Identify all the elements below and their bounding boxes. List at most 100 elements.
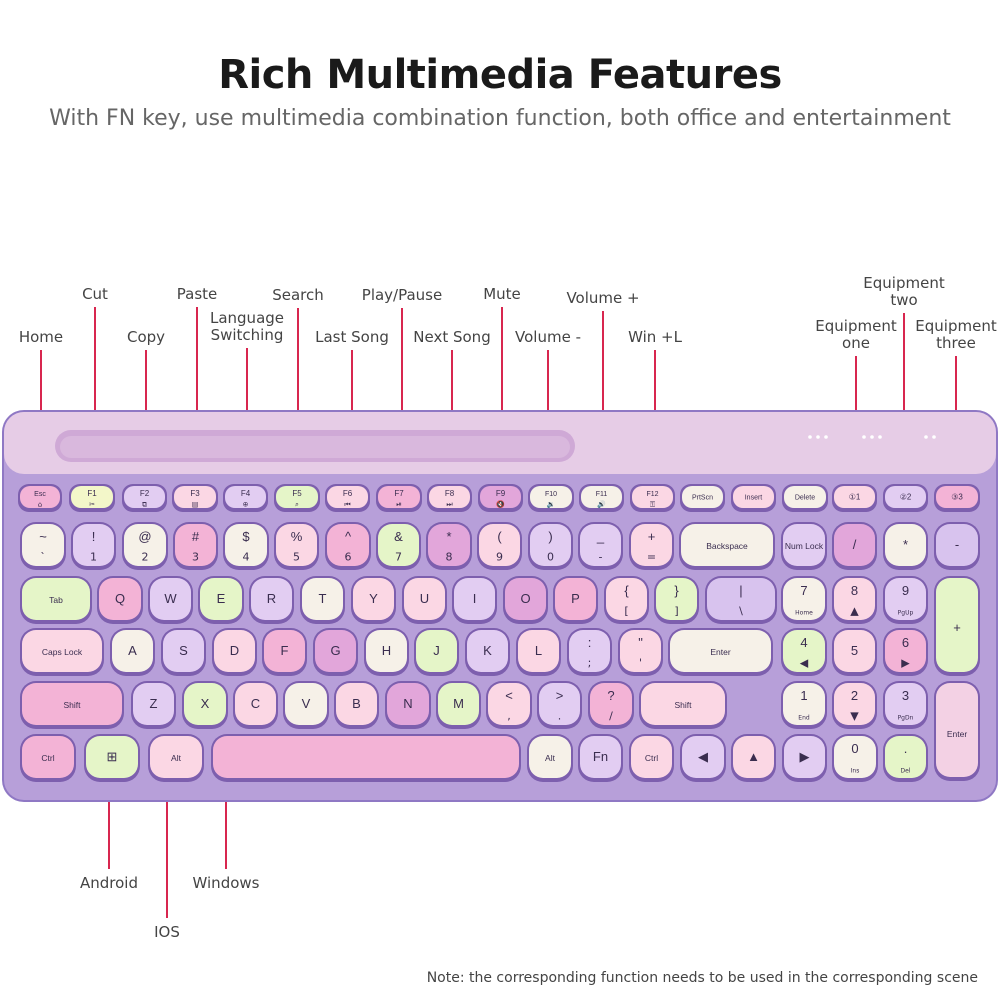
key[interactable]: Enter [934, 681, 980, 781]
key[interactable]: Insert [731, 484, 776, 512]
key[interactable]: A [110, 628, 155, 676]
key[interactable]: G [313, 628, 358, 676]
key[interactable]: Q [97, 576, 143, 624]
key[interactable]: @2 [122, 522, 168, 570]
key[interactable]: *8 [426, 522, 472, 570]
key[interactable]: 0 Ins [832, 734, 878, 782]
key[interactable]: 1 End [781, 681, 827, 729]
key[interactable]: Fn [578, 734, 623, 782]
key[interactable]: 8▲ [832, 576, 877, 624]
key[interactable]: Z [131, 681, 176, 729]
key[interactable]: 9 PgUp [883, 576, 928, 624]
key[interactable]: F [262, 628, 307, 676]
key[interactable]: <, [486, 681, 532, 729]
key[interactable]: #3 [173, 522, 218, 570]
key[interactable]: Ctrl [20, 734, 76, 782]
key[interactable]: }] [654, 576, 699, 624]
key[interactable]: F5 ⌕ [274, 484, 320, 512]
key[interactable]: ^6 [325, 522, 371, 570]
key[interactable]: !1 [71, 522, 116, 570]
key[interactable]: Shift [20, 681, 124, 729]
key[interactable]: Alt [148, 734, 204, 782]
key[interactable]: I [452, 576, 497, 624]
key[interactable]: F3 ▤ [172, 484, 218, 512]
key[interactable]: F12 ⚿ [630, 484, 675, 512]
key[interactable]: U [402, 576, 447, 624]
key[interactable]: F8 ⏭ [427, 484, 472, 512]
key[interactable]: P [553, 576, 598, 624]
key[interactable]: ?/ [588, 681, 634, 729]
key[interactable]: Delete [782, 484, 828, 512]
key[interactable]: Num Lock [781, 522, 827, 570]
key[interactable]: Alt [527, 734, 573, 782]
key[interactable]: &7 [376, 522, 421, 570]
key[interactable]: Shift [639, 681, 727, 729]
key[interactable]: D [212, 628, 257, 676]
key[interactable]: ③3 [934, 484, 980, 512]
key[interactable]: T [300, 576, 345, 624]
key[interactable]: ⊞ [84, 734, 140, 782]
key[interactable]: W [148, 576, 193, 624]
key[interactable]: {[ [604, 576, 649, 624]
key[interactable]: ◀ [680, 734, 726, 782]
key[interactable]: H [364, 628, 409, 676]
key[interactable]: _- [578, 522, 623, 570]
key[interactable]: Backspace [679, 522, 775, 570]
key[interactable]: "' [618, 628, 663, 676]
key[interactable]: F4 ⊕ [223, 484, 268, 512]
key[interactable]: F10 🔉 [528, 484, 574, 512]
key[interactable]: Y [351, 576, 396, 624]
key[interactable]: Esc ⌂ [18, 484, 62, 512]
key[interactable]: F7 ⏯ [376, 484, 422, 512]
key[interactable]: 5 [832, 628, 877, 676]
key[interactable] [211, 734, 521, 782]
key[interactable]: Enter [668, 628, 773, 676]
key[interactable]: R [249, 576, 294, 624]
key[interactable]: 7 Home [781, 576, 827, 624]
key[interactable]: L [516, 628, 561, 676]
key[interactable]: E [198, 576, 244, 624]
key[interactable]: Ctrl [629, 734, 674, 782]
key[interactable]: (9 [477, 522, 522, 570]
key[interactable]: 3 PgDn [883, 681, 928, 729]
key[interactable]: B [334, 681, 379, 729]
key[interactable]: / [832, 522, 877, 570]
key-label: F5 [292, 489, 302, 498]
key[interactable]: PrtScn [680, 484, 725, 512]
key[interactable]: . Del [883, 734, 928, 782]
key[interactable]: F11🔊 [579, 484, 624, 512]
key[interactable]: F2 ⧉ [122, 484, 167, 512]
key[interactable]: += [629, 522, 674, 570]
key[interactable]: X [182, 681, 228, 729]
key[interactable]: ②2 [883, 484, 928, 512]
key[interactable]: ▲ [731, 734, 776, 782]
key[interactable]: S [161, 628, 206, 676]
key[interactable]: ▶ [782, 734, 827, 782]
key[interactable]: |\ [705, 576, 777, 624]
key[interactable]: >. [537, 681, 582, 729]
key[interactable]: ~` [20, 522, 66, 570]
key[interactable]: K [465, 628, 510, 676]
key[interactable]: J [414, 628, 459, 676]
key[interactable]: :; [567, 628, 612, 676]
key[interactable]: F1 ✂ [69, 484, 115, 512]
key[interactable]: Tab [20, 576, 92, 624]
key[interactable]: F9🔇 [478, 484, 523, 512]
key[interactable]: )0 [528, 522, 573, 570]
key[interactable]: Caps Lock [20, 628, 104, 676]
key[interactable]: C [233, 681, 278, 729]
key[interactable]: %5 [274, 522, 319, 570]
key[interactable]: * [883, 522, 928, 570]
key[interactable]: N [385, 681, 431, 729]
key[interactable]: - [934, 522, 980, 570]
key[interactable]: 2▼ [832, 681, 877, 729]
key[interactable]: 6▶ [883, 628, 928, 676]
key[interactable]: O [503, 576, 548, 624]
key[interactable]: 4◀ [781, 628, 827, 676]
key[interactable]: V [283, 681, 329, 729]
key[interactable]: + [934, 576, 980, 676]
key[interactable]: F6 ⏮ [325, 484, 370, 512]
key[interactable]: M [436, 681, 481, 729]
key[interactable]: $4 [223, 522, 269, 570]
key[interactable]: ①1 [832, 484, 877, 512]
